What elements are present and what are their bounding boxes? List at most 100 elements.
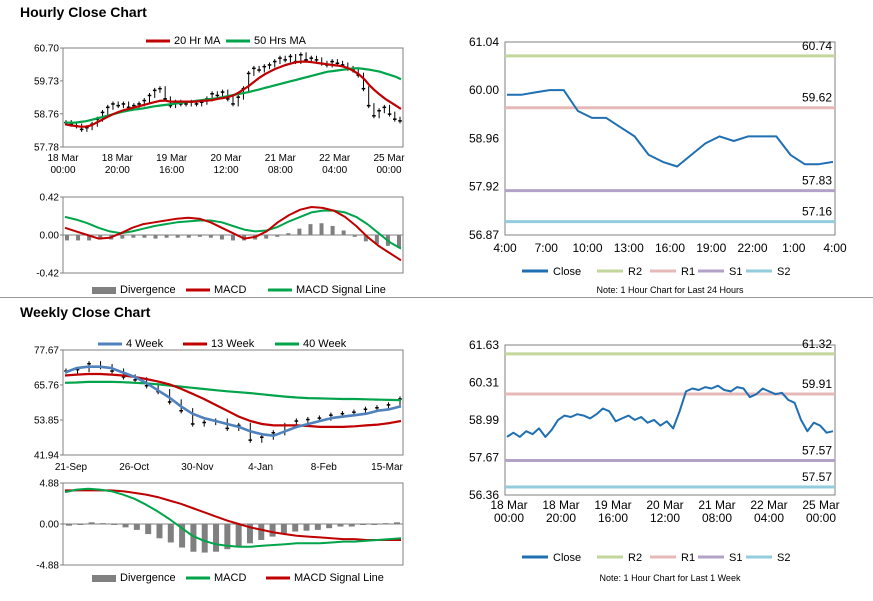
hourly-levels-s2-level-label: 57.16 bbox=[802, 205, 832, 219]
hourly-levels-note: Note: 1 Hour Chart for Last 24 Hours bbox=[596, 285, 744, 295]
weekly-section-title: Weekly Close Chart bbox=[20, 304, 151, 320]
weekly-levels-r2-level-label: 61.32 bbox=[802, 337, 832, 351]
weekly-divergence-bar bbox=[190, 524, 197, 552]
weekly-price-xtick: 8-Feb bbox=[311, 462, 338, 473]
legend-4-week-label: 4 Week bbox=[126, 338, 164, 350]
hourly-price-ytick: 59.73 bbox=[34, 76, 59, 87]
hourly-divergence-bar bbox=[275, 235, 280, 237]
hourly-levels-xtick: 13:00 bbox=[614, 241, 644, 255]
hourly-levels-plot-frame bbox=[504, 41, 836, 236]
hourly-levels-ytick: 57.92 bbox=[469, 179, 499, 193]
weekly-levels-xtick: 18 Mar bbox=[490, 498, 527, 512]
weekly-levels-xtick: 21 Mar bbox=[698, 498, 735, 512]
legend-weekly-macd-label: MACD bbox=[214, 572, 246, 584]
weekly-divergence-bar bbox=[258, 524, 265, 540]
weekly-levels-legend-s2-label: S2 bbox=[777, 552, 790, 564]
weekly-13wk-line bbox=[64, 372, 402, 428]
hourly-levels-xtick: 4:00 bbox=[493, 241, 517, 255]
hourly-levels-xtick: 19:00 bbox=[696, 241, 726, 255]
weekly-divergence-bar bbox=[66, 524, 72, 526]
hourly-divergence-bar bbox=[363, 235, 368, 242]
weekly-levels-legend-r1-label: R1 bbox=[681, 552, 695, 564]
weekly-macd-line bbox=[64, 487, 402, 548]
weekly-levels-ytick: 58.99 bbox=[469, 413, 499, 427]
hourly-levels-ytick: 56.87 bbox=[469, 228, 499, 242]
weekly-divergence-bar bbox=[235, 524, 242, 547]
legend-50hrs-ma-label: 50 Hrs MA bbox=[254, 35, 307, 47]
hourly-price-xtick-time: 12:00 bbox=[213, 165, 238, 176]
legend-hourly-divergence-swatch bbox=[92, 287, 116, 294]
legend-13-week-label: 13 Week bbox=[211, 338, 255, 350]
hourly-levels-close-line bbox=[507, 89, 834, 168]
hourly-levels-xtick: 4:00 bbox=[823, 241, 847, 255]
weekly-levels-note: Note: 1 Hour Chart for Last 1 Week bbox=[600, 573, 741, 583]
legend-hourly-signal-label: MACD Signal Line bbox=[296, 284, 386, 296]
weekly-levels-xtick: 20 Mar bbox=[646, 498, 683, 512]
weekly-levels-s1-level-label: 57.57 bbox=[802, 444, 832, 458]
weekly-divergence-bar bbox=[111, 524, 118, 525]
hourly-levels-s1-level-label: 57.83 bbox=[802, 174, 832, 188]
hourly-levels-xtick: 7:00 bbox=[535, 241, 559, 255]
hourly-price-ytick: 60.70 bbox=[34, 44, 59, 55]
hourly-divergence-bar bbox=[264, 235, 269, 239]
weekly-divergence-bar bbox=[303, 524, 310, 531]
hourly-divergence-bar bbox=[308, 224, 313, 235]
weekly-levels-xtick-time: 20:00 bbox=[546, 511, 576, 525]
hourly-levels-ytick: 58.96 bbox=[469, 131, 499, 145]
weekly-price-xtick: 4-Jan bbox=[248, 462, 273, 473]
hourly-divergence-bar bbox=[175, 235, 180, 238]
hourly-divergence-bar bbox=[87, 235, 92, 241]
hourly-price-plot-frame bbox=[62, 47, 404, 148]
hourly-divergence-bar bbox=[98, 235, 103, 240]
hourly-levels-legend-s1-label: S1 bbox=[729, 266, 742, 278]
weekly-macd-ytick: 4.88 bbox=[40, 479, 60, 490]
weekly-levels-xtick-time: 16:00 bbox=[598, 511, 628, 525]
hourly-price-xtick: 20 Mar bbox=[210, 153, 242, 164]
weekly-price-ytick: 53.85 bbox=[34, 416, 59, 427]
hourly-divergence-bar bbox=[142, 235, 147, 238]
weekly-divergence-bar bbox=[179, 524, 186, 548]
hourly-price-xtick-time: 08:00 bbox=[268, 165, 293, 176]
weekly-levels-plot-frame bbox=[504, 344, 836, 496]
hourly-divergence-bar bbox=[286, 233, 291, 235]
hourly-price-xtick-time: 16:00 bbox=[159, 165, 184, 176]
weekly-divergence-bar bbox=[280, 524, 287, 535]
weekly-levels-xtick-time: 00:00 bbox=[806, 511, 836, 525]
weekly-levels-ytick: 60.31 bbox=[469, 376, 499, 390]
hourly-divergence-bar bbox=[120, 235, 125, 239]
hourly-macd-ytick: -0.42 bbox=[36, 269, 59, 280]
hourly-price-xtick: 25 Mar bbox=[373, 153, 405, 164]
weekly-divergence-bar bbox=[201, 524, 208, 553]
legend-20hr-ma-label: 20 Hr MA bbox=[174, 35, 221, 47]
weekly-levels-xtick-time: 12:00 bbox=[650, 511, 680, 525]
hourly-price-xtick-time: 20:00 bbox=[105, 165, 130, 176]
weekly-divergence-bar bbox=[337, 524, 344, 527]
weekly-price-ytick: 77.67 bbox=[34, 346, 59, 357]
weekly-divergence-bar bbox=[88, 522, 95, 524]
weekly-levels-close-line bbox=[506, 384, 834, 438]
hourly-divergence-bar bbox=[164, 235, 169, 238]
hourly-levels-xtick: 1:00 bbox=[782, 241, 806, 255]
weekly-divergence-bar bbox=[394, 522, 400, 524]
legend-weekly-divergence-label: Divergence bbox=[120, 572, 176, 584]
hourly-price-xtick: 21 Mar bbox=[265, 153, 297, 164]
weekly-divergence-bar bbox=[122, 524, 129, 528]
weekly-divergence-bar bbox=[145, 524, 152, 535]
weekly-levels-legend-close-label: Close bbox=[553, 552, 581, 564]
hourly-macd-ytick: 0.42 bbox=[40, 193, 60, 204]
legend-hourly-macd-label: MACD bbox=[214, 284, 246, 296]
hourly-divergence-bar bbox=[374, 235, 379, 245]
hourly-divergence-bar bbox=[341, 230, 346, 235]
weekly-levels-xtick-time: 04:00 bbox=[754, 511, 784, 525]
weekly-40wk-line bbox=[64, 380, 402, 402]
hourly-divergence-bar bbox=[330, 225, 335, 235]
hourly-price-ytick: 57.78 bbox=[34, 143, 59, 154]
weekly-divergence-bar bbox=[348, 524, 355, 527]
hourly-price-xtick-time: 00:00 bbox=[50, 165, 75, 176]
weekly-signal-line bbox=[65, 489, 401, 541]
weekly-divergence-bar bbox=[133, 524, 140, 530]
hourly-price-xtick: 18 Mar bbox=[47, 153, 79, 164]
hourly-levels-legend-r1-label: R1 bbox=[681, 266, 695, 278]
weekly-divergence-bar bbox=[99, 523, 106, 525]
